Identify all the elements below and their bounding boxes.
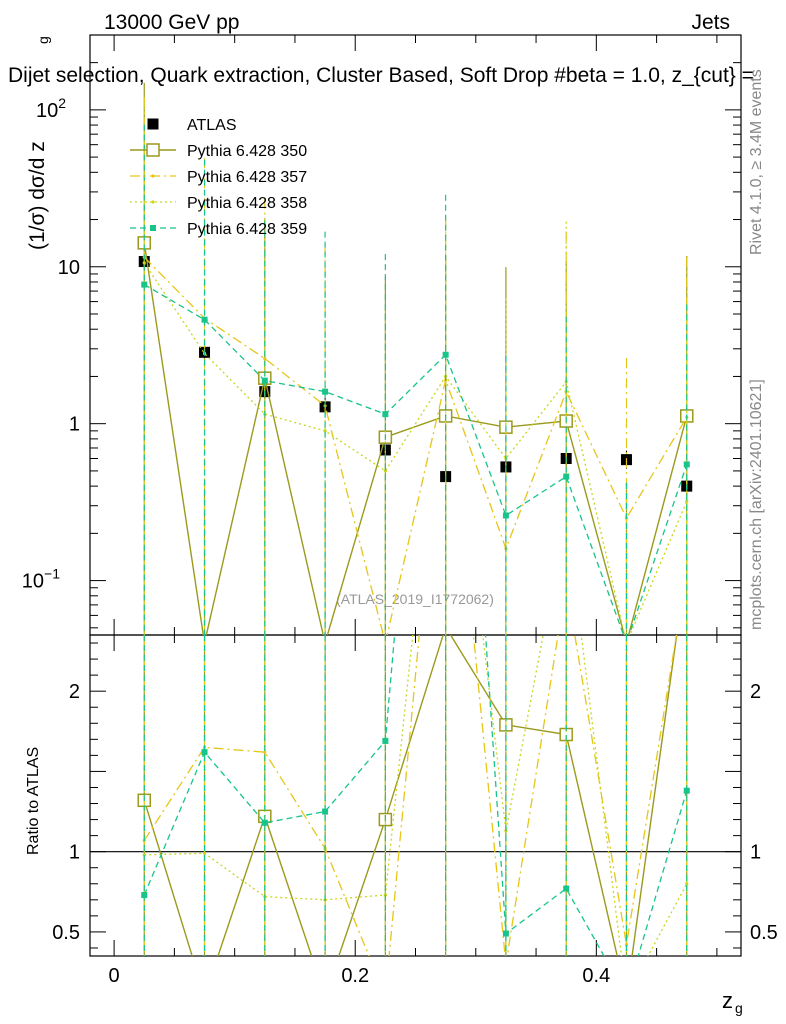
s350-ratio-point <box>199 990 211 1002</box>
s358-point <box>383 469 387 473</box>
s359-ratio-point <box>322 808 329 815</box>
y-tick-label-bottom-right: 1 <box>750 842 761 864</box>
s359-point <box>322 388 329 395</box>
s359-point <box>683 461 690 468</box>
legend-label: ATLAS <box>187 117 237 134</box>
s357-line <box>143 256 688 635</box>
s359-point <box>141 281 148 288</box>
ratio-panel-axes: 0 0.2 0.4 0.5 0.5 1 1 2 2 <box>52 635 778 987</box>
mcplots-label: mcplots.cern.ch [arXiv:2401.10621] <box>748 379 765 630</box>
s358-ratio-point <box>685 882 689 886</box>
x-tick-label: 0.4 <box>582 965 610 987</box>
ratio-panel-series <box>137 46 690 1002</box>
s358-point <box>323 429 327 433</box>
rivet-version-label: Rivet 4.1.0, ≥ 3.4M events <box>748 69 765 255</box>
s358-ratio-point <box>625 995 628 998</box>
s357-ratio-point <box>504 962 507 965</box>
legend-label: Pythia 6.428 358 <box>187 195 307 212</box>
s359-ratio-point <box>623 993 629 999</box>
s359-line <box>143 284 688 635</box>
s357-point <box>263 356 267 361</box>
legend-marker-s358 <box>151 200 155 204</box>
analysis-watermark: (ATLAS_2019_I1772062) <box>336 591 494 607</box>
plot-title: Dijet selection, Quark extraction, Clust… <box>8 64 754 87</box>
y-axis-label-top: (1/σ) dσ/d z <box>26 141 49 250</box>
y-tick-label-top: 102 <box>36 95 66 122</box>
s358-point <box>142 261 146 265</box>
s358-line <box>143 262 688 635</box>
y-tick-label-top: 10 <box>58 257 80 279</box>
legend-label: Pythia 6.428 350 <box>187 143 307 160</box>
s359-point <box>442 351 449 358</box>
ratio-panel-frame <box>89 634 742 957</box>
s350-line <box>143 242 688 635</box>
s358-ratio-point <box>142 853 146 857</box>
s357-ratio-point <box>263 750 267 754</box>
header-jets: Jets <box>691 11 730 34</box>
s359-point <box>563 473 570 480</box>
legend-marker-atlas <box>147 118 159 130</box>
s359-ratio-point <box>502 930 509 937</box>
top-panel-axes: 10−1 1 10 102 <box>22 34 741 635</box>
s359-point <box>201 316 208 323</box>
s357-ratio-point <box>624 943 629 947</box>
legend-marker-s350 <box>146 143 160 157</box>
y-tick-label-top: 1 <box>69 414 80 436</box>
s350-ratio-point <box>620 990 632 1002</box>
s350-ratio-point <box>319 990 331 1002</box>
y-tick-label-bottom: 1 <box>69 842 80 864</box>
y-axis-label-top-sub: g <box>35 36 51 44</box>
y-tick-label-top: 10−1 <box>22 566 60 593</box>
s359-ratio-point <box>683 787 690 794</box>
top-panel-series <box>137 82 694 635</box>
s359-point <box>261 377 268 384</box>
s359-ratio-point <box>141 892 148 899</box>
legend-label: Pythia 6.428 359 <box>187 221 307 238</box>
legend: ATLAS Pythia 6.428 350 Pythia 6.428 357 Pyt… <box>130 117 307 238</box>
header-energy: 13000 GeV pp <box>104 11 239 34</box>
legend-label: Pythia 6.428 357 <box>187 169 307 186</box>
s357-ratio-line <box>143 635 678 956</box>
y-tick-label-bottom: 2 <box>69 681 80 703</box>
s359-point <box>382 411 389 418</box>
y-tick-label-bottom-right: 2 <box>750 681 761 703</box>
legend-marker-s357 <box>151 174 155 178</box>
s357-ratio-point <box>384 995 387 998</box>
y-tick-label-bottom: 0.5 <box>52 922 80 944</box>
s358-ratio-point <box>202 851 207 855</box>
y-tick-label-bottom-right: 0.5 <box>750 922 778 944</box>
s359-point <box>502 512 509 519</box>
s350-ratio-line <box>143 635 678 956</box>
s359-ratio-point <box>443 46 449 52</box>
s359-ratio-point <box>382 737 389 744</box>
s359-ratio-point <box>563 885 570 892</box>
legend-marker-s359 <box>150 225 156 231</box>
x-axis-label: z <box>722 988 733 1013</box>
s359-ratio-point <box>261 819 268 826</box>
s358-point <box>685 499 689 503</box>
x-tick-label: 0 <box>109 965 120 987</box>
x-tick-label: 0.2 <box>341 965 369 987</box>
s359-ratio-point <box>201 749 208 756</box>
x-axis-label-sub: g <box>735 1000 743 1016</box>
y-axis-label-bottom: Ratio to ATLAS <box>25 747 42 855</box>
s359-ratio-line <box>143 635 688 956</box>
